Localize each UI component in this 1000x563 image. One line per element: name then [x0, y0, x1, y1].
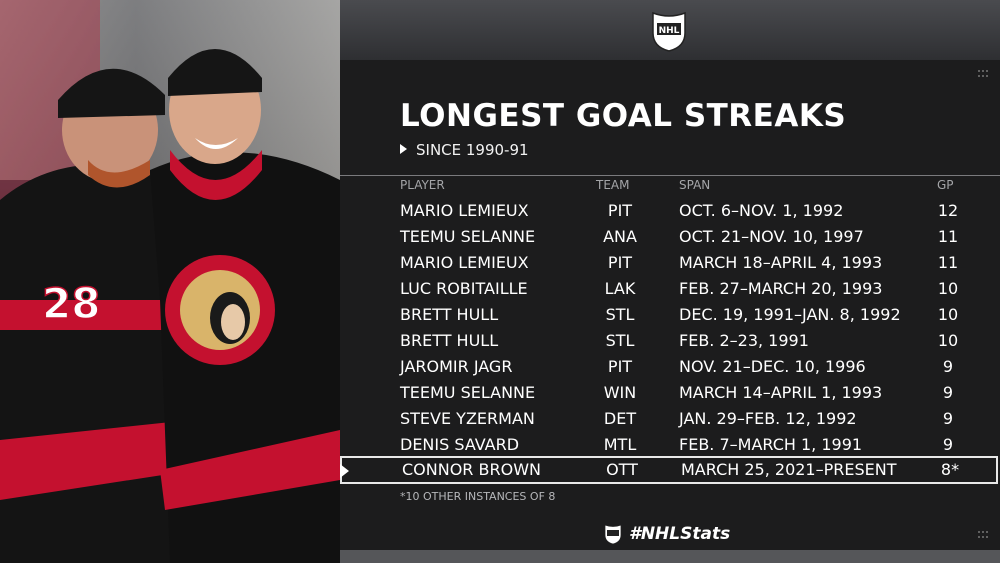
- column-header-player: PLAYER: [400, 178, 445, 192]
- date-span: MARCH 14–APRIL 1, 1993: [679, 383, 883, 402]
- games-played: 9: [942, 383, 954, 402]
- games-played: 10: [937, 279, 959, 298]
- footer-bar: [340, 550, 1000, 563]
- table-row: TEEMU SELANNE WIN MARCH 14–APRIL 1, 1993…: [340, 379, 1000, 405]
- games-played: 8*: [940, 460, 960, 479]
- team-abbr: PIT: [607, 253, 633, 272]
- hashtag-branding: #NHLStats: [603, 521, 730, 547]
- subtitle-text: SINCE 1990-91: [416, 141, 529, 159]
- date-span: MARCH 18–APRIL 4, 1993: [679, 253, 883, 272]
- games-played: 11: [937, 253, 959, 272]
- highlight-arrow-icon: [340, 464, 349, 478]
- player-name: STEVE YZERMAN: [400, 409, 535, 428]
- team-abbr: OTT: [606, 460, 638, 479]
- nhl-shield-icon: [604, 524, 622, 545]
- players-photo: 28: [0, 0, 340, 563]
- table-row: DENIS SAVARD MTL FEB. 7–MARCH 1, 1991 9: [340, 431, 1000, 457]
- games-played: 9: [942, 435, 954, 454]
- play-arrow-icon: [400, 144, 407, 154]
- team-abbr: DET: [603, 409, 637, 428]
- table-row: JAROMIR JAGR PIT NOV. 21–DEC. 10, 1996 9: [340, 353, 1000, 379]
- date-span: DEC. 19, 1991–JAN. 8, 1992: [679, 305, 901, 324]
- table-row: TEEMU SELANNE ANA OCT. 21–NOV. 10, 1997 …: [340, 223, 1000, 249]
- table-row: STEVE YZERMAN DET JAN. 29–FEB. 12, 1992 …: [340, 405, 1000, 431]
- team-abbr: MTL: [603, 435, 637, 454]
- team-abbr: WIN: [603, 383, 637, 402]
- page-title: LONGEST GOAL STREAKS: [400, 98, 847, 134]
- games-played: 11: [937, 227, 959, 246]
- date-span: JAN. 29–FEB. 12, 1992: [679, 409, 857, 428]
- page-subtitle: SINCE 1990-91: [400, 141, 529, 159]
- player-name: MARIO LEMIEUX: [400, 201, 529, 220]
- player-name: LUC ROBITAILLE: [400, 279, 528, 298]
- player-name: JAROMIR JAGR: [400, 357, 513, 376]
- games-played: 12: [937, 201, 959, 220]
- date-span: FEB. 27–MARCH 20, 1993: [679, 279, 883, 298]
- table-row: MARIO LEMIEUX PIT OCT. 6–NOV. 1, 1992 12: [340, 197, 1000, 223]
- team-abbr: ANA: [603, 227, 637, 246]
- footnote: *10 OTHER INSTANCES OF 8: [400, 490, 556, 503]
- date-span: NOV. 21–DEC. 10, 1996: [679, 357, 866, 376]
- date-span: OCT. 6–NOV. 1, 1992: [679, 201, 844, 220]
- player-name: BRETT HULL: [400, 305, 499, 324]
- header-divider: [340, 175, 1000, 176]
- games-played: 10: [937, 305, 959, 324]
- team-abbr: PIT: [607, 357, 633, 376]
- table-row: MARIO LEMIEUX PIT MARCH 18–APRIL 4, 1993…: [340, 249, 1000, 275]
- column-header-span: SPAN: [679, 178, 711, 192]
- table-row: BRETT HULL STL DEC. 19, 1991–JAN. 8, 199…: [340, 301, 1000, 327]
- hockey-players-illustration: 28: [0, 49, 340, 563]
- date-span: OCT. 21–NOV. 10, 1997: [679, 227, 864, 246]
- table-row-highlighted: CONNOR BROWN OTT MARCH 25, 2021–PRESENT …: [340, 456, 998, 484]
- date-span: FEB. 7–MARCH 1, 1991: [679, 435, 863, 454]
- column-header-gp: GP: [937, 178, 954, 192]
- stats-panel: [340, 60, 1000, 550]
- games-played: 9: [942, 357, 954, 376]
- table-row: LUC ROBITAILLE LAK FEB. 27–MARCH 20, 199…: [340, 275, 1000, 301]
- date-span: FEB. 2–23, 1991: [679, 331, 809, 350]
- games-played: 9: [942, 409, 954, 428]
- hashtag-text: #NHLStats: [629, 524, 731, 544]
- player-name: CONNOR BROWN: [402, 460, 541, 479]
- team-abbr: LAK: [604, 279, 636, 298]
- team-abbr: STL: [605, 305, 635, 324]
- player-name: BRETT HULL: [400, 331, 499, 350]
- player-name: MARIO LEMIEUX: [400, 253, 529, 272]
- column-header-team: TEAM: [596, 178, 630, 192]
- player-name: DENIS SAVARD: [400, 435, 520, 454]
- svg-text:NHL: NHL: [659, 26, 680, 36]
- team-abbr: STL: [605, 331, 635, 350]
- table-row: BRETT HULL STL FEB. 2–23, 1991 10: [340, 327, 1000, 353]
- games-played: 10: [937, 331, 959, 350]
- corner-dots-icon: [977, 531, 989, 539]
- team-abbr: PIT: [607, 201, 633, 220]
- corner-dots-icon: [977, 70, 989, 78]
- date-span: MARCH 25, 2021–PRESENT: [681, 460, 897, 479]
- player-name: TEEMU SELANNE: [400, 227, 536, 246]
- player-name: TEEMU SELANNE: [400, 383, 536, 402]
- nhl-shield-icon: NHL: [652, 11, 686, 52]
- jersey-number: 28: [42, 279, 100, 328]
